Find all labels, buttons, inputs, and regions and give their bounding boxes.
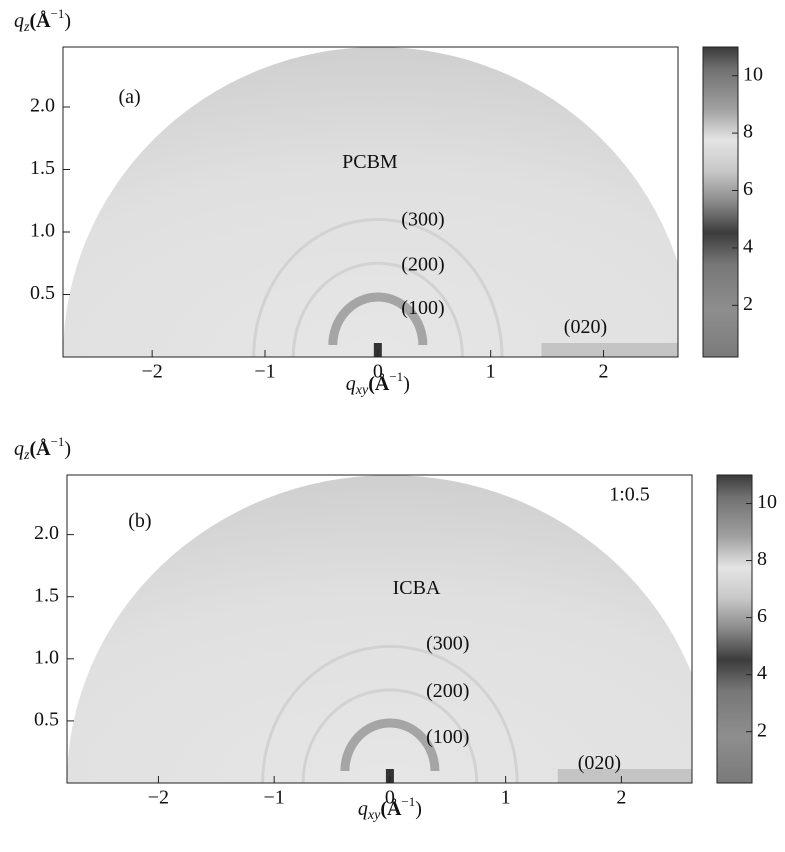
annotation: 1:0.5: [609, 484, 650, 506]
annotation: (020): [578, 752, 621, 774]
colorbar-tick-label: 2: [757, 719, 767, 741]
annotation: (100): [426, 726, 469, 748]
x-tick-label: −2: [142, 361, 163, 383]
plot-frame: [66, 474, 693, 784]
y-axis-label-part: (Å: [29, 437, 51, 460]
colorbar-tick-label: 8: [743, 121, 753, 143]
annotation: PCBM: [342, 151, 398, 173]
scattering-halo: [63, 47, 678, 357]
x-axis-label-part: ): [403, 373, 410, 395]
annotation: ICBA: [393, 577, 441, 599]
colorbar-tick-label: 4: [757, 662, 767, 684]
x-axis-label-part: (Å: [368, 372, 390, 395]
x-axis-label-part: xy: [355, 383, 369, 398]
colorbar-tick-label: 8: [757, 548, 767, 570]
annotation: (b): [128, 510, 151, 532]
annotation: (100): [401, 297, 444, 319]
annotation: (200): [401, 253, 444, 275]
y-tick-label: 2.0: [30, 95, 55, 117]
x-tick-label: 2: [616, 787, 626, 809]
y-tick-label: 1.0: [34, 646, 59, 668]
y-axis-label-part: q: [14, 438, 24, 460]
annotation: (200): [426, 680, 469, 702]
plot-frame: [62, 46, 679, 358]
colorbar-tick-label: 6: [757, 605, 767, 627]
x-axis-label-part: −1: [389, 369, 403, 384]
y-tick-label: 1.5: [30, 157, 55, 179]
y-tick-label: 1.0: [30, 220, 55, 242]
x-axis-label-part: −1: [401, 794, 415, 809]
image: [63, 47, 678, 357]
colorbar-tick-label: 6: [743, 178, 753, 200]
faint-ring: [291, 261, 464, 357]
faint-ring: [252, 218, 504, 357]
x-axis-label-part: xy: [367, 808, 381, 823]
x-tick-label: 1: [486, 361, 496, 383]
y-axis-label-part: −1: [51, 6, 65, 21]
colorbar: [716, 474, 753, 784]
y-tick-label: 0.5: [34, 708, 59, 730]
y-axis-label-part: −1: [51, 434, 65, 449]
y-axis-label: qz(Å−1): [14, 6, 71, 35]
y-axis-label-part: z: [23, 448, 30, 463]
x-tick-label: 2: [599, 361, 609, 383]
annotation: (020): [564, 316, 607, 338]
y-tick-label: 1.5: [34, 584, 59, 606]
x-axis-label: qxy(Å−1): [358, 794, 422, 823]
ring-100: [328, 292, 428, 346]
faint-ring: [261, 644, 519, 783]
annotation: (a): [118, 86, 140, 108]
scattering-halo: [67, 475, 692, 783]
y-axis-label: qz(Å−1): [14, 434, 71, 463]
x-tick-label: −1: [254, 361, 275, 383]
image: [67, 475, 692, 783]
y-tick-label: 2.0: [34, 522, 59, 544]
annotation: (300): [401, 208, 444, 230]
colorbar-tick-label: 4: [743, 236, 753, 258]
ring-100: [340, 718, 440, 772]
x-axis-label-part: (Å: [380, 797, 402, 820]
faint-ring: [301, 688, 479, 783]
colorbar-tick-label: 10: [743, 63, 763, 85]
x-axis-label-part: ): [415, 798, 422, 820]
y-tick-label: 0.5: [30, 282, 55, 304]
x-tick-label: −1: [264, 787, 285, 809]
x-axis-label: qxy(Å−1): [346, 369, 410, 398]
colorbar: [702, 46, 739, 358]
x-tick-label: −2: [148, 787, 169, 809]
x-axis-label-part: q: [358, 798, 368, 820]
annotation: (300): [426, 633, 469, 655]
x-tick-label: 0: [385, 787, 395, 809]
y-axis-label-part: q: [14, 10, 24, 32]
strip-020: [557, 769, 692, 783]
y-axis-label-part: ): [64, 10, 71, 32]
x-tick-label: 0: [373, 361, 383, 383]
y-axis-label-part: (Å: [29, 9, 51, 32]
y-axis-label-part: z: [23, 20, 30, 35]
strip-020: [541, 343, 678, 357]
colorbar-tick-label: 10: [757, 491, 777, 513]
x-tick-label: 1: [501, 787, 511, 809]
colorbar-tick-label: 2: [743, 293, 753, 315]
x-axis-label-part: q: [346, 373, 356, 395]
y-axis-label-part: ): [64, 438, 71, 460]
